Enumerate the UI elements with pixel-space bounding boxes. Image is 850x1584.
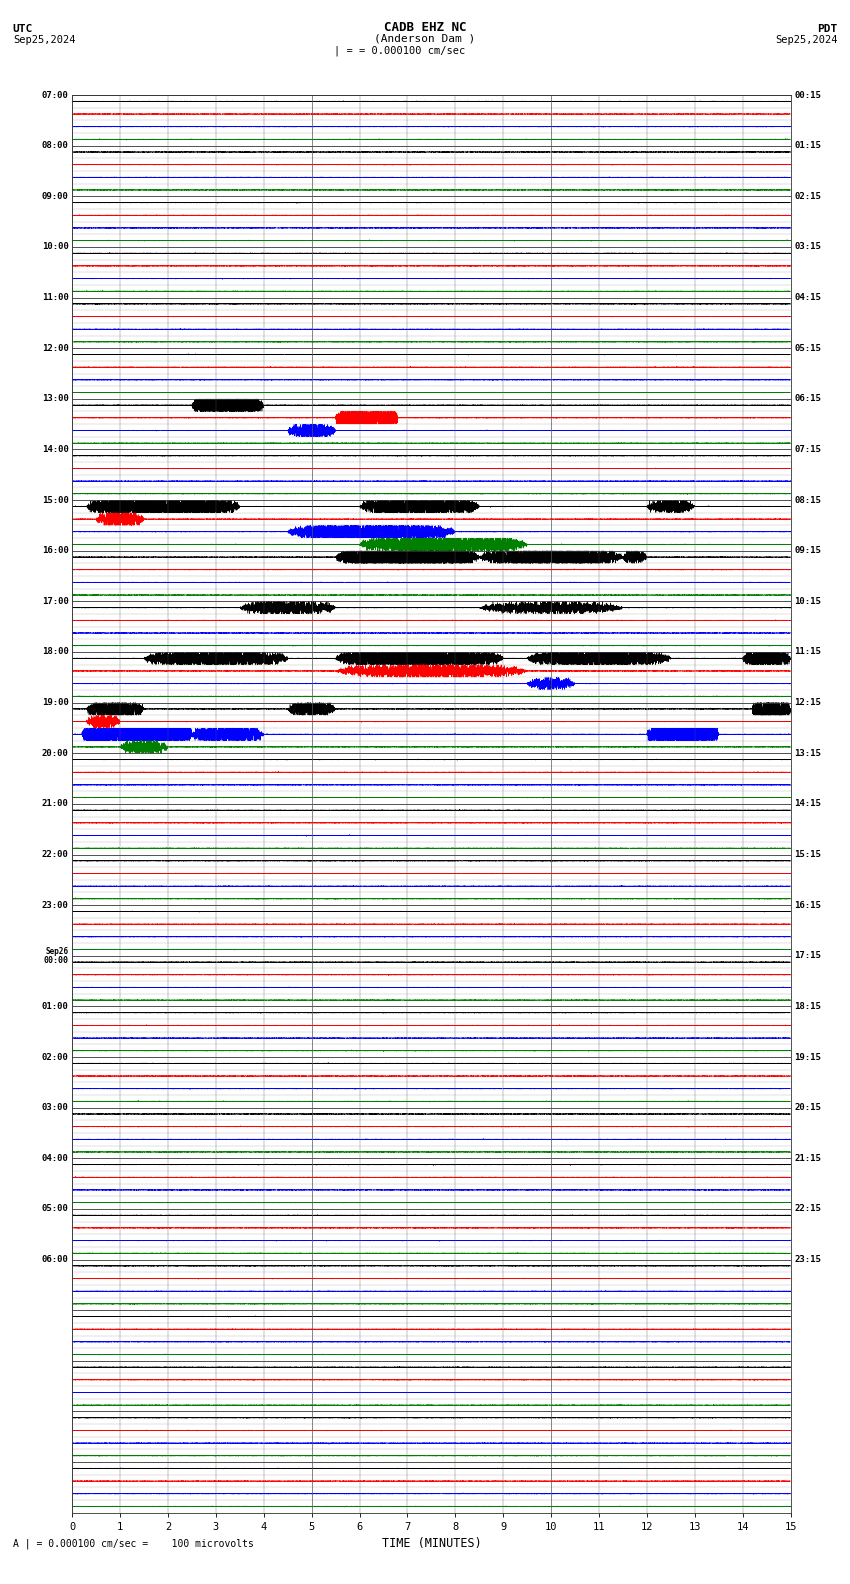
Text: 12:00: 12:00: [42, 344, 69, 353]
Text: 21:00: 21:00: [42, 800, 69, 808]
Text: PDT: PDT: [817, 24, 837, 33]
Text: 10:00: 10:00: [42, 242, 69, 252]
Text: 06:15: 06:15: [794, 394, 821, 404]
Text: 02:00: 02:00: [42, 1052, 69, 1061]
Text: 11:00: 11:00: [42, 293, 69, 303]
Text: 12:15: 12:15: [794, 699, 821, 706]
Text: (Anderson Dam ): (Anderson Dam ): [374, 33, 476, 43]
Text: 07:00: 07:00: [42, 90, 69, 100]
Text: Sep25,2024: Sep25,2024: [13, 35, 76, 44]
Text: 00:15: 00:15: [794, 90, 821, 100]
Text: 09:00: 09:00: [42, 192, 69, 201]
Text: 09:15: 09:15: [794, 546, 821, 556]
Text: 02:15: 02:15: [794, 192, 821, 201]
Text: 03:15: 03:15: [794, 242, 821, 252]
Text: 01:15: 01:15: [794, 141, 821, 150]
Text: 21:15: 21:15: [794, 1153, 821, 1163]
Text: 05:15: 05:15: [794, 344, 821, 353]
Text: 00:00: 00:00: [43, 955, 69, 965]
Text: 22:15: 22:15: [794, 1204, 821, 1213]
Text: Sep26: Sep26: [46, 947, 69, 955]
Text: 10:15: 10:15: [794, 597, 821, 605]
Text: 04:00: 04:00: [42, 1153, 69, 1163]
Text: 16:15: 16:15: [794, 901, 821, 909]
Text: 19:00: 19:00: [42, 699, 69, 706]
Text: UTC: UTC: [13, 24, 33, 33]
Text: 16:00: 16:00: [42, 546, 69, 556]
Text: 11:15: 11:15: [794, 648, 821, 656]
Text: 18:15: 18:15: [794, 1003, 821, 1011]
Text: 17:00: 17:00: [42, 597, 69, 605]
Text: 04:15: 04:15: [794, 293, 821, 303]
Text: 17:15: 17:15: [794, 952, 821, 960]
Text: 13:00: 13:00: [42, 394, 69, 404]
Text: 19:15: 19:15: [794, 1052, 821, 1061]
Text: 22:00: 22:00: [42, 851, 69, 859]
Text: 13:15: 13:15: [794, 749, 821, 757]
Text: Sep25,2024: Sep25,2024: [774, 35, 837, 44]
Text: 20:00: 20:00: [42, 749, 69, 757]
Text: 08:00: 08:00: [42, 141, 69, 150]
Text: 15:15: 15:15: [794, 851, 821, 859]
Text: 14:00: 14:00: [42, 445, 69, 455]
X-axis label: TIME (MINUTES): TIME (MINUTES): [382, 1538, 481, 1551]
Text: 05:00: 05:00: [42, 1204, 69, 1213]
Text: 08:15: 08:15: [794, 496, 821, 505]
Text: 14:15: 14:15: [794, 800, 821, 808]
Text: CADB EHZ NC: CADB EHZ NC: [383, 21, 467, 33]
Text: 01:00: 01:00: [42, 1003, 69, 1011]
Text: 23:00: 23:00: [42, 901, 69, 909]
Text: 06:00: 06:00: [42, 1255, 69, 1264]
Text: 03:00: 03:00: [42, 1102, 69, 1112]
Text: 18:00: 18:00: [42, 648, 69, 656]
Text: A | = 0.000100 cm/sec =    100 microvolts: A | = 0.000100 cm/sec = 100 microvolts: [13, 1538, 253, 1549]
Text: 15:00: 15:00: [42, 496, 69, 505]
Text: 07:15: 07:15: [794, 445, 821, 455]
Text: | = = 0.000100 cm/sec: | = = 0.000100 cm/sec: [334, 46, 465, 57]
Text: 20:15: 20:15: [794, 1102, 821, 1112]
Text: 23:15: 23:15: [794, 1255, 821, 1264]
